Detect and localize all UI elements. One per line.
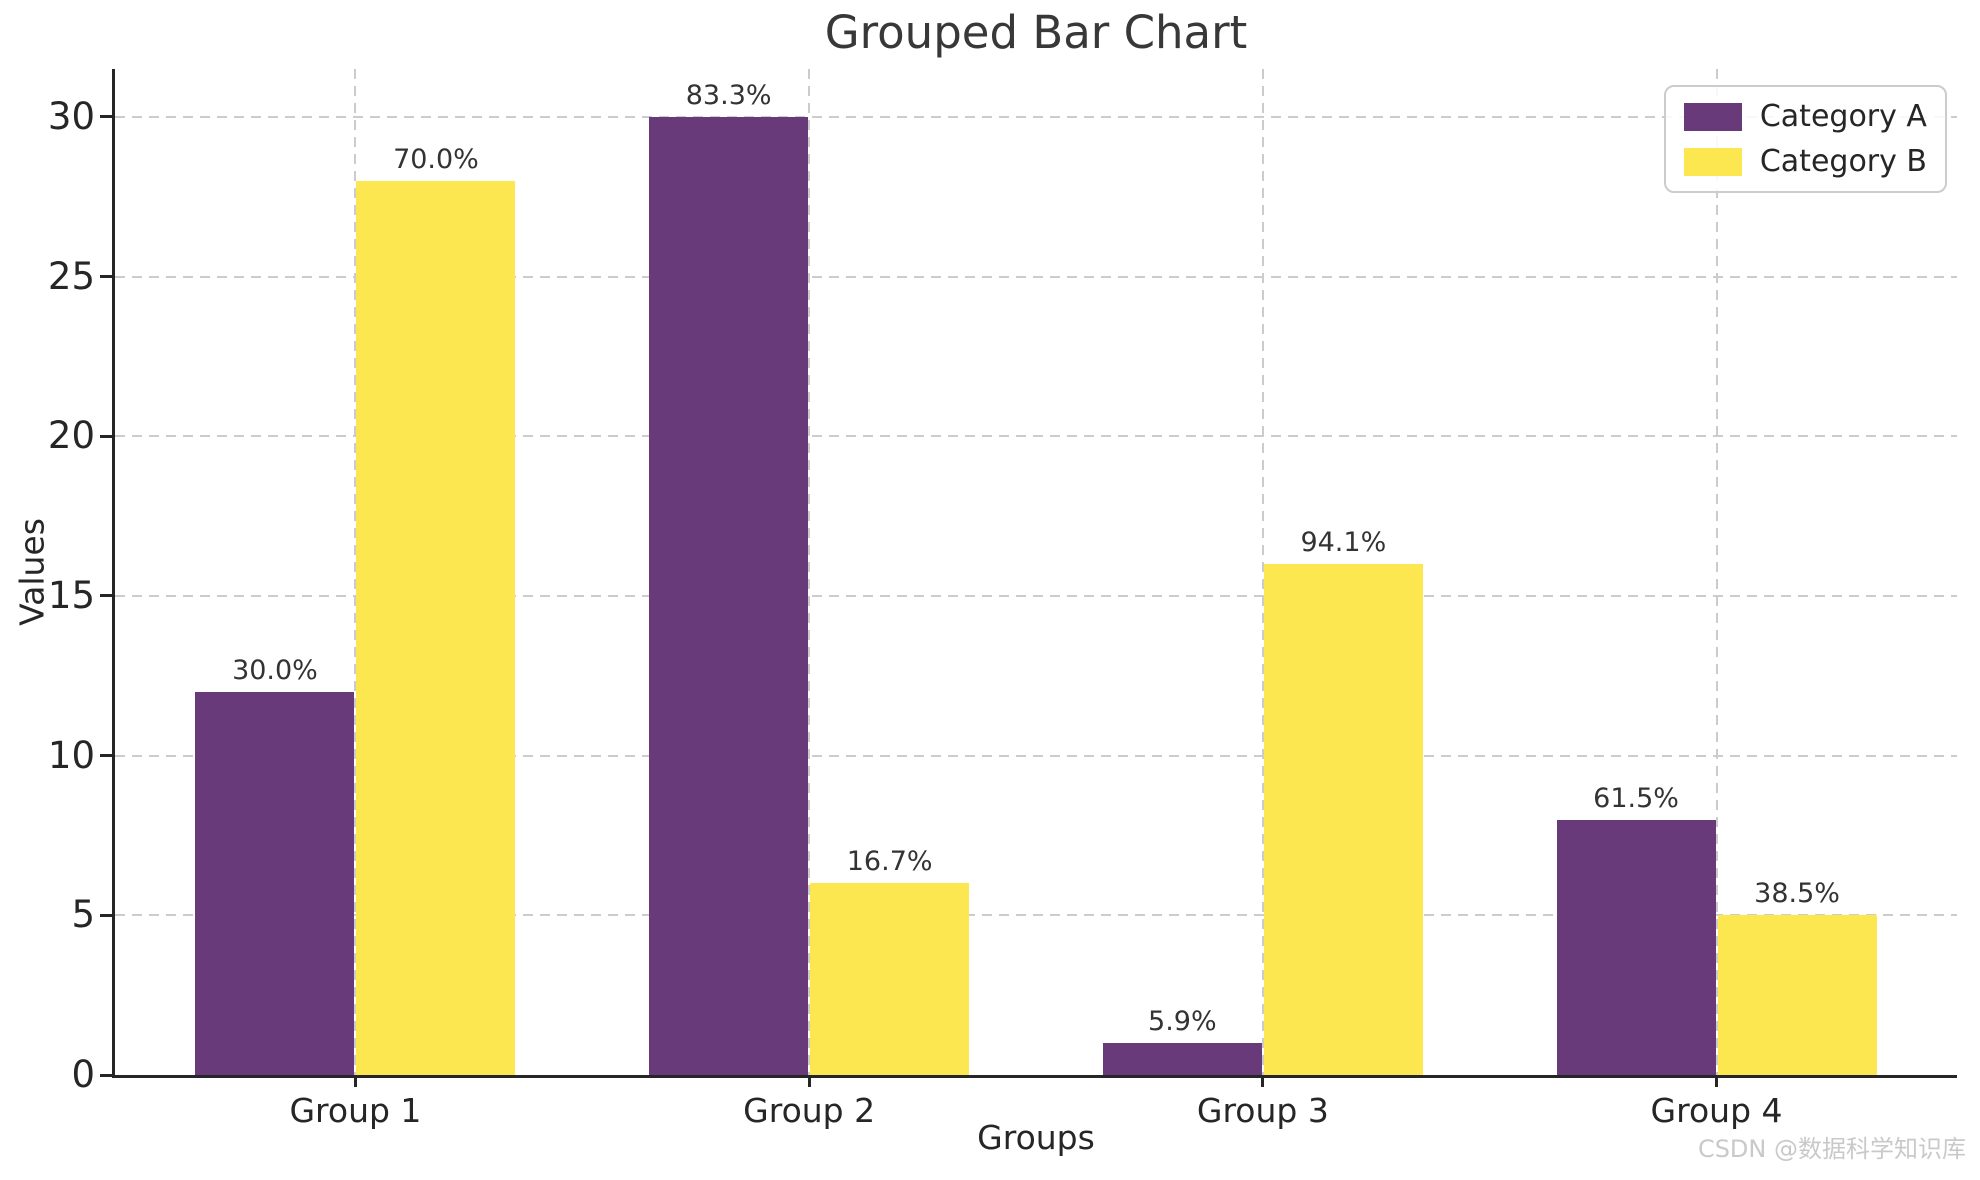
y-tick-mark-20: [100, 434, 115, 438]
bar-label-category-b-group-3: 94.1%: [1300, 527, 1387, 559]
y-gridline-20: [115, 435, 1957, 438]
y-gridline-10: [115, 754, 1957, 757]
bar-label-category-b-group-4: 38.5%: [1754, 878, 1840, 910]
legend-label-category-a: Category A: [1759, 99, 1927, 134]
y-tick-mark-5: [100, 913, 115, 917]
bar-label-category-a-group-3: 5.9%: [1148, 1006, 1217, 1038]
y-tick-label-20: 20: [47, 414, 95, 458]
legend-item-category-a: Category A: [1683, 99, 1927, 134]
legend-item-category-b: Category B: [1683, 144, 1927, 179]
watermark-text: CSDN @数据科学知识库: [1697, 1135, 1966, 1163]
y-tick-mark-15: [100, 594, 115, 598]
bar-label-category-b-group-1: 70.0%: [393, 143, 479, 175]
bar-category-b-group-2: [810, 883, 970, 1075]
bar-category-a-group-3: [1102, 1043, 1262, 1075]
bar-label-category-a-group-1: 30.0%: [232, 654, 318, 686]
x-tick-label-group-4: Group 4: [1650, 1091, 1783, 1130]
bar-category-a-group-2: [649, 116, 809, 1075]
y-tick-label-0: 0: [71, 1053, 95, 1096]
y-gridline-5: [115, 914, 1957, 917]
x-tick-label-group-2: Group 2: [743, 1091, 876, 1130]
x-gridline-group-4: [1715, 69, 1718, 1075]
x-tick-mark-group-4: [1715, 1075, 1719, 1087]
bar-category-a-group-4: [1556, 819, 1716, 1075]
bar-label-category-a-group-4: 61.5%: [1593, 782, 1679, 814]
legend: Category A Category B: [1663, 85, 1947, 193]
y-tick-mark-0: [100, 1073, 115, 1077]
y-tick-label-15: 15: [47, 573, 95, 617]
y-axis-label: Values: [12, 518, 52, 626]
bar-category-b-group-1: [356, 180, 516, 1075]
x-axis-label: Groups: [977, 1118, 1095, 1157]
y-tick-mark-30: [100, 115, 115, 119]
x-tick-label-group-1: Group 1: [289, 1091, 422, 1130]
bar-label-category-b-group-2: 16.7%: [846, 846, 933, 878]
legend-swatch-category-b: [1683, 147, 1742, 176]
bar-label-category-a-group-2: 83.3%: [685, 79, 772, 111]
x-gridline-group-2: [808, 69, 811, 1075]
y-tick-label-25: 25: [47, 254, 95, 298]
y-tick-mark-10: [100, 754, 115, 758]
y-tick-label-5: 5: [71, 893, 95, 937]
legend-swatch-category-a: [1683, 102, 1742, 131]
x-tick-mark-group-3: [1261, 1075, 1265, 1087]
x-gridline-group-3: [1261, 69, 1264, 1075]
legend-label-category-b: Category B: [1759, 144, 1927, 179]
y-tick-mark-25: [100, 275, 115, 279]
chart-title: Grouped Bar Chart: [824, 6, 1248, 59]
bar-category-b-group-3: [1263, 564, 1423, 1075]
x-gridline-group-1: [354, 69, 357, 1075]
y-gridline-25: [115, 275, 1957, 278]
y-gridline-15: [115, 594, 1957, 597]
y-gridline-30: [115, 115, 1957, 118]
y-tick-label-10: 10: [47, 733, 95, 777]
y-tick-label-30: 30: [47, 94, 95, 138]
bar-category-a-group-1: [195, 691, 355, 1075]
x-tick-label-group-3: Group 3: [1196, 1091, 1329, 1130]
bar-category-b-group-4: [1717, 915, 1877, 1075]
x-tick-mark-group-2: [807, 1075, 811, 1087]
x-tick-mark-group-1: [353, 1075, 357, 1087]
plot-area: 0 5 10 15 20 25 30 Group 1 Group 2 Group 3 Group 4…: [48, 69, 1957, 1130]
